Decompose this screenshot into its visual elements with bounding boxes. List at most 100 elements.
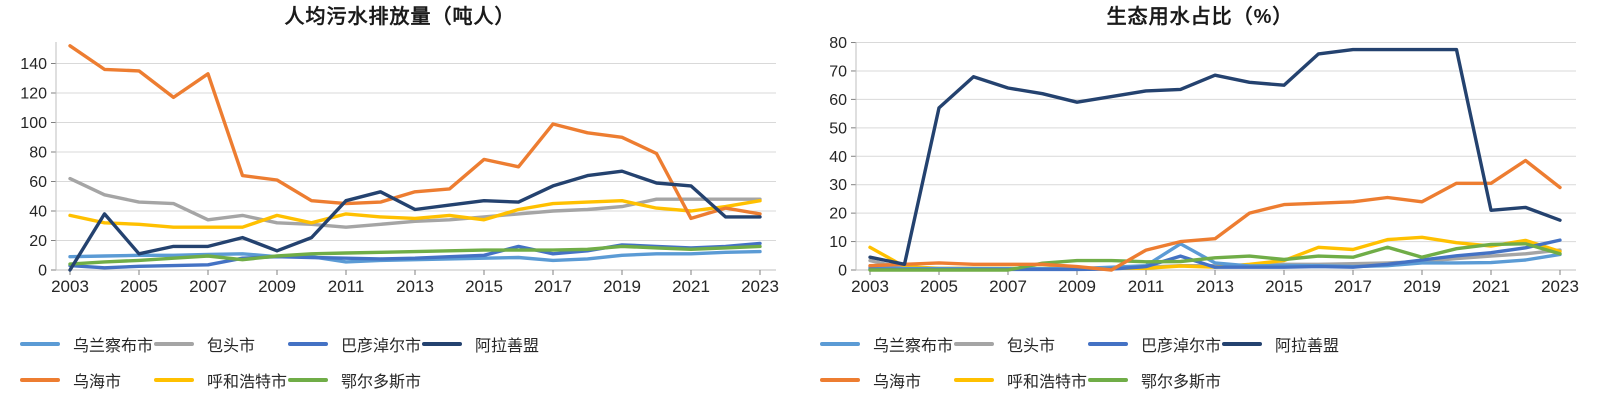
y-tick-label: 80 bbox=[29, 145, 47, 162]
series-line-乌海市 bbox=[68, 44, 762, 221]
series-line-鄂尔多斯市 bbox=[68, 244, 762, 266]
legend-swatch bbox=[154, 342, 194, 346]
y-tick-label: 40 bbox=[829, 149, 847, 166]
legend-item: 巴彦淖尔市 bbox=[1088, 332, 1222, 356]
chart-title: 人均污水排放量（吨人） bbox=[284, 6, 516, 28]
x-tick-label: 2021 bbox=[672, 277, 710, 296]
legend-label: 巴彦淖尔市 bbox=[341, 338, 422, 355]
legend-label: 阿拉善盟 bbox=[1275, 338, 1340, 355]
legend-swatch bbox=[954, 378, 994, 382]
legend-swatch bbox=[288, 342, 328, 346]
y-tick-label: 60 bbox=[829, 92, 847, 109]
x-tick-label: 2011 bbox=[1128, 277, 1165, 296]
y-tick-label: 120 bbox=[20, 86, 47, 103]
x-tick-label: 2015 bbox=[1265, 277, 1303, 296]
chart-title: 生态用水占比（%） bbox=[1106, 6, 1294, 28]
legend-item: 乌海市 bbox=[20, 368, 154, 392]
legend-label: 包头市 bbox=[207, 338, 256, 355]
series-line-乌海市 bbox=[868, 158, 1562, 272]
x-tick-label: 2021 bbox=[1472, 277, 1510, 296]
legend-swatch bbox=[20, 342, 60, 346]
x-tick-label: 2023 bbox=[1541, 277, 1579, 296]
y-tick-label: 30 bbox=[829, 177, 847, 194]
legend-label: 鄂尔多斯市 bbox=[1141, 374, 1222, 391]
legend-swatch bbox=[20, 378, 60, 382]
chart-eco-water-share: 生态用水占比（%） 0 10 20 30 40 50 60 70 80 2003 2005 2007 2… bbox=[800, 0, 1600, 414]
x-tick-label: 2015 bbox=[465, 277, 503, 296]
x-tick-label: 2007 bbox=[189, 277, 227, 296]
x-tick-label: 2009 bbox=[1058, 277, 1096, 296]
legend-item: 乌兰察布市 bbox=[20, 332, 154, 356]
legend-item: 乌兰察布市 bbox=[820, 332, 954, 356]
legend-row: 乌兰察布市 包头市 巴彦淖尔市 阿拉善盟 bbox=[800, 326, 1600, 362]
y-tick-label: 100 bbox=[20, 115, 47, 132]
x-tick-label: 2013 bbox=[396, 277, 434, 296]
legend-swatch bbox=[954, 342, 994, 346]
x-tick-label: 2007 bbox=[989, 277, 1027, 296]
x-tick-label: 2019 bbox=[1403, 277, 1441, 296]
legend-label: 乌兰察布市 bbox=[73, 338, 154, 355]
series-line-阿拉善盟 bbox=[868, 47, 1562, 267]
x-tick-label: 2023 bbox=[741, 277, 779, 296]
legend-swatch bbox=[1088, 342, 1128, 346]
legend-label: 呼和浩特市 bbox=[207, 374, 288, 391]
legend-label: 乌兰察布市 bbox=[873, 338, 954, 355]
legend-row: 乌海市 呼和浩特市 鄂尔多斯市 bbox=[0, 362, 800, 398]
series-line-阿拉善盟 bbox=[68, 169, 762, 272]
x-tick-label: 2017 bbox=[534, 277, 572, 296]
legend-item: 鄂尔多斯市 bbox=[288, 368, 421, 392]
legend-item: 阿拉善盟 bbox=[1222, 332, 1339, 356]
x-tick-label: 2011 bbox=[328, 277, 365, 296]
legend-item: 包头市 bbox=[954, 332, 1088, 356]
legend-item: 巴彦淖尔市 bbox=[288, 332, 422, 356]
x-tick-label: 2005 bbox=[920, 277, 958, 296]
chart-legend: 乌兰察布市 包头市 巴彦淖尔市 阿拉善盟乌海市 呼和浩特市 鄂尔多斯市 bbox=[800, 326, 1600, 398]
y-tick-label: 40 bbox=[29, 204, 47, 221]
legend-swatch bbox=[288, 378, 328, 382]
legend-swatch bbox=[820, 342, 860, 346]
x-tick-label: 2009 bbox=[258, 277, 296, 296]
x-tick-label: 2013 bbox=[1196, 277, 1234, 296]
x-tick-label: 2005 bbox=[120, 277, 158, 296]
legend-label: 乌海市 bbox=[73, 374, 122, 391]
y-tick-label: 0 bbox=[38, 263, 47, 280]
y-tick-label: 50 bbox=[829, 120, 847, 137]
x-tick-label: 2003 bbox=[851, 277, 889, 296]
legend-label: 巴彦淖尔市 bbox=[1141, 338, 1222, 355]
chart-legend: 乌兰察布市 包头市 巴彦淖尔市 阿拉善盟乌海市 呼和浩特市 鄂尔多斯市 bbox=[0, 326, 800, 398]
legend-label: 乌海市 bbox=[873, 374, 922, 391]
legend-item: 呼和浩特市 bbox=[154, 368, 288, 392]
legend-swatch bbox=[1088, 378, 1128, 382]
y-tick-label: 80 bbox=[829, 35, 847, 52]
y-tick-label: 20 bbox=[29, 233, 47, 250]
chart-sewage-discharge: 人均污水排放量（吨人） 0 20 40 60 80 100 120 140 2003 2005 20… bbox=[0, 6, 800, 398]
legend-label: 包头市 bbox=[1007, 338, 1056, 355]
series-line-呼和浩特市 bbox=[68, 198, 762, 229]
legend-label: 鄂尔多斯市 bbox=[341, 374, 422, 391]
series-line-包头市 bbox=[68, 176, 762, 229]
legend-item: 乌海市 bbox=[820, 368, 954, 392]
legend-swatch bbox=[154, 378, 194, 382]
y-tick-label: 70 bbox=[829, 63, 847, 80]
x-tick-label: 2003 bbox=[51, 277, 89, 296]
legend-row: 乌兰察布市 包头市 巴彦淖尔市 阿拉善盟 bbox=[0, 326, 800, 362]
legend-label: 阿拉善盟 bbox=[475, 338, 540, 355]
y-tick-label: 10 bbox=[829, 234, 847, 251]
line-chart-plot: 0 20 40 60 80 100 120 140 2003 2005 2007 2009 2011 20… bbox=[20, 42, 779, 296]
legend-row: 乌海市 呼和浩特市 鄂尔多斯市 bbox=[800, 362, 1600, 398]
y-tick-label: 0 bbox=[838, 263, 847, 280]
legend-item: 包头市 bbox=[154, 332, 288, 356]
legend-swatch bbox=[1222, 342, 1262, 346]
x-tick-label: 2017 bbox=[1334, 277, 1372, 296]
x-tick-label: 2019 bbox=[603, 277, 641, 296]
legend-item: 呼和浩特市 bbox=[954, 368, 1088, 392]
legend-label: 呼和浩特市 bbox=[1007, 374, 1088, 391]
y-tick-label: 20 bbox=[829, 206, 847, 223]
series-line-鄂尔多斯市 bbox=[868, 242, 1562, 272]
legend-swatch bbox=[820, 378, 860, 382]
legend-item: 阿拉善盟 bbox=[422, 332, 539, 356]
y-tick-label: 60 bbox=[29, 174, 47, 191]
legend-item: 鄂尔多斯市 bbox=[1088, 368, 1221, 392]
line-chart-plot: 0 10 20 30 40 50 60 70 80 2003 2005 2007 2009 2011 201… bbox=[829, 35, 1579, 296]
